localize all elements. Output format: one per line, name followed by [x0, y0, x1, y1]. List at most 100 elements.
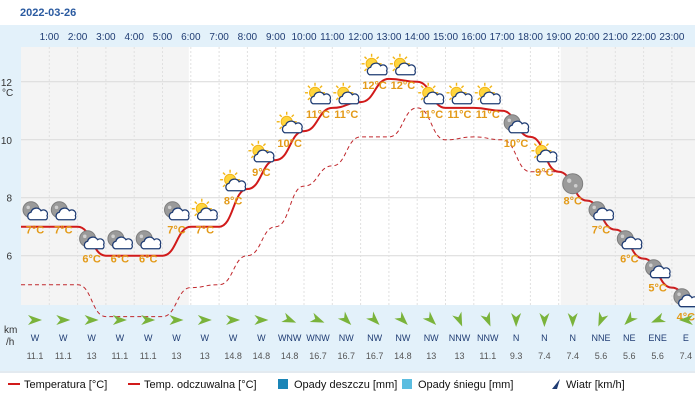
- wind-arrow: [169, 315, 184, 325]
- wind-direction: W: [201, 333, 210, 343]
- y-tick-label: 12: [1, 78, 13, 89]
- sun-ray: [319, 85, 323, 89]
- moon-crater: [592, 205, 596, 210]
- hour-label: 8:00: [238, 32, 258, 43]
- wind-arrow: [651, 312, 666, 323]
- chart-date: 2022-03-26: [20, 7, 76, 19]
- wind-speed: 14.8: [224, 351, 242, 361]
- wind-arrow: [366, 311, 380, 325]
- wind-arrow-shape: [366, 311, 380, 325]
- wind-direction: ENE: [648, 333, 667, 343]
- sun-ray: [545, 143, 549, 147]
- moon-crater: [139, 234, 144, 239]
- sun-ray: [376, 56, 380, 60]
- sun-cloud-icon: [220, 169, 247, 192]
- temp-label: 12°C: [362, 80, 387, 92]
- wind-arrow-shape: [84, 315, 99, 325]
- wind-arrow-shape: [141, 315, 156, 325]
- wind-arrow: [567, 313, 578, 327]
- sun-ray: [222, 184, 226, 188]
- wind-arrow: [598, 311, 609, 327]
- wind-speed: 13: [171, 351, 181, 361]
- sun-ray: [477, 85, 481, 89]
- cloud-shape: [140, 236, 162, 250]
- cloud-shape: [281, 120, 303, 134]
- wind-arrow: [254, 315, 269, 325]
- moon-crater: [649, 263, 653, 268]
- wind-speed: 14.8: [394, 351, 412, 361]
- wind-arrow: [452, 311, 463, 327]
- hour-label: 7:00: [209, 32, 229, 43]
- wind-direction: NW: [424, 333, 439, 343]
- wind-arrow-shape: [112, 315, 127, 325]
- wind-arrow-shape: [394, 311, 408, 325]
- wind-direction: NW: [395, 333, 410, 343]
- wind-direction: N: [541, 333, 548, 343]
- wind-speed: 7.4: [566, 351, 579, 361]
- temp-label: 7°C: [196, 225, 215, 237]
- cloud-shape: [508, 120, 530, 134]
- moon-cloud-icon: [673, 288, 695, 308]
- wind-speed: 14.8: [253, 351, 271, 361]
- cloud-shape: [593, 207, 615, 221]
- legend-wind-arrow-icon: [552, 379, 560, 389]
- wind-arrow-shape: [226, 315, 241, 325]
- sun-cloud-icon: [305, 82, 332, 105]
- wind-arrow-shape: [539, 313, 550, 327]
- wind-speed: 9.3: [510, 351, 523, 361]
- cloud-shape: [621, 236, 643, 250]
- wind-speed: 13: [200, 351, 210, 361]
- temp-unit-label: °C: [2, 88, 13, 99]
- wind-direction: NNE: [591, 333, 610, 343]
- wind-direction: W: [144, 333, 153, 343]
- wind-arrow-shape: [624, 311, 638, 325]
- wind-speed: 13: [454, 351, 464, 361]
- temp-label: 11°C: [476, 109, 500, 121]
- wind-arrow-shape: [422, 311, 437, 325]
- cloud-shape: [253, 149, 275, 163]
- cloud-shape: [196, 207, 218, 221]
- wind-arrow: [624, 311, 638, 325]
- hour-label: 9:00: [266, 32, 286, 43]
- sun-ray: [206, 201, 210, 205]
- y-axis-ticks: 6 8 10 12: [1, 78, 13, 263]
- temp-label: 8°C: [224, 196, 243, 208]
- wind-direction: NNW: [449, 333, 471, 343]
- wind-speed: 5.6: [651, 351, 664, 361]
- sun-ray: [448, 85, 453, 89]
- sun-cloud-icon: [248, 140, 275, 163]
- moon-cloud-icon: [503, 114, 530, 134]
- hour-label: 22:00: [631, 32, 656, 43]
- y-tick-label: 10: [1, 136, 13, 147]
- sun-cloud-icon: [474, 82, 501, 105]
- hour-label: 14:00: [405, 32, 430, 43]
- cloud-shape: [536, 149, 558, 163]
- wind-arrow: [112, 315, 127, 325]
- moon-cloud-icon: [79, 230, 105, 250]
- temp-label: 7°C: [592, 225, 611, 237]
- hour-label: 11:00: [320, 32, 345, 43]
- temp-label: 11°C: [306, 109, 330, 121]
- wind-speed: 13: [87, 351, 97, 361]
- moon-cloud-icon: [135, 230, 162, 250]
- left-axis-band: [0, 25, 21, 371]
- y-tick-label: 6: [6, 252, 12, 263]
- hour-label: 15:00: [433, 32, 458, 43]
- legend-label: Temp. odczuwalna [°C]: [144, 379, 257, 391]
- cloud-shape: [112, 236, 133, 250]
- wind-speed: 11.1: [55, 351, 72, 361]
- wind-arrow-shape: [169, 315, 184, 325]
- sun-ray: [222, 172, 226, 176]
- wind-arrow: [394, 311, 408, 325]
- wind-speed: 16.7: [309, 351, 327, 361]
- cloud-shape: [649, 265, 671, 279]
- cloud-shape: [83, 236, 105, 250]
- cloud-shape: [395, 62, 416, 76]
- hour-label: 2:00: [68, 32, 88, 43]
- temp-label: 5°C: [648, 283, 667, 295]
- sun-ray: [392, 56, 396, 60]
- temp-label: 7°C: [167, 225, 186, 237]
- cloud-shape: [451, 91, 473, 105]
- wind-arrow: [337, 311, 352, 325]
- temp-label: 6°C: [620, 254, 639, 266]
